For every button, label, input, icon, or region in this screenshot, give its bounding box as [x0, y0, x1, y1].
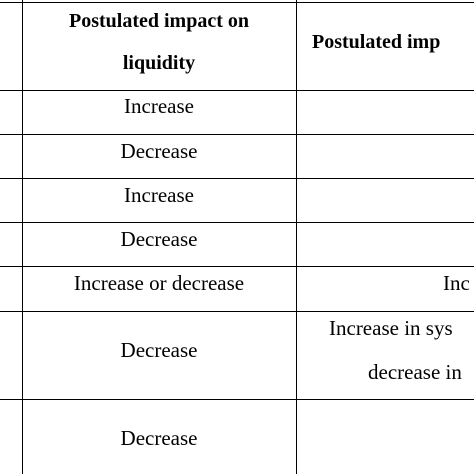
- row-divider-1: [0, 134, 474, 135]
- header-second-column: Postulated imp: [312, 31, 441, 53]
- header-liquidity-line2: liquidity: [122, 52, 196, 74]
- table-cell-liquidity: Decrease: [120, 139, 198, 163]
- table-cell-liquidity: Increase: [124, 94, 194, 118]
- table-cell-liquidity: Decrease: [120, 227, 198, 251]
- table-cell-second: decrease in: [368, 360, 462, 384]
- row-divider-3: [0, 222, 474, 223]
- table-cell-liquidity: Decrease: [120, 338, 198, 362]
- table-cell-second: Inc: [443, 271, 470, 295]
- row-divider-6: [0, 399, 474, 400]
- row-divider-header: [0, 90, 474, 91]
- table-cell-second: Increase in sys: [329, 316, 453, 340]
- column-divider-left: [22, 0, 23, 474]
- row-divider-top: [0, 2, 474, 3]
- row-divider-2: [0, 178, 474, 179]
- row-divider-5: [0, 311, 474, 312]
- row-divider-4: [0, 266, 474, 267]
- header-liquidity-line1: Postulated impact on: [69, 10, 249, 32]
- table-cell-liquidity: Increase: [124, 183, 194, 207]
- table-cell-liquidity: Decrease: [120, 426, 198, 450]
- table-cell-liquidity: Increase or decrease: [73, 271, 245, 295]
- column-divider-middle: [296, 0, 297, 474]
